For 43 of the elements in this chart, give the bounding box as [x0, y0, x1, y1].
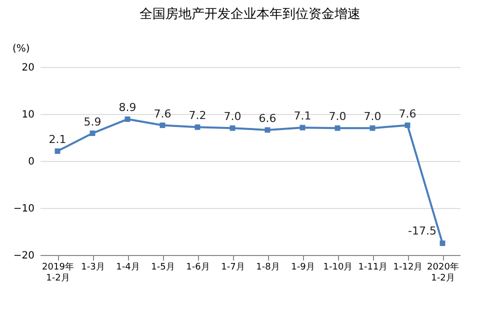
x-tick-label: 1-8月 [256, 262, 280, 272]
x-tick-label: 1-9月 [291, 262, 315, 272]
point [404, 122, 410, 128]
data-label: 7.6 [154, 107, 172, 120]
point [54, 148, 60, 154]
x-tick-label: 1-10月 [323, 262, 353, 272]
x-tick-label: 1-6月 [186, 262, 210, 272]
x-tick-label: 2019年 1-2月 [42, 262, 74, 284]
chart-title: 全国房地产开发企业本年到位资金增速 [140, 6, 360, 22]
x-tick-label: 1-5月 [151, 262, 175, 272]
data-label: 2.1 [48, 133, 66, 146]
point [194, 124, 200, 130]
point [334, 125, 340, 131]
data-label: 8.9 [118, 101, 136, 114]
y-tick-label: 0 [28, 156, 34, 168]
y-tick-label: −20 [13, 250, 34, 262]
data-label: 7.0 [364, 110, 382, 124]
data-label: -17.5 [408, 224, 436, 238]
data-label: 7.1 [294, 110, 312, 123]
y-tick-label: 10 [22, 110, 34, 120]
point [90, 130, 96, 136]
x-tick-label: 1-3月 [81, 262, 105, 272]
x-tick-label: 1-11月 [358, 262, 388, 272]
point [230, 125, 236, 131]
point [160, 122, 166, 128]
x-tick-label: 1-4月 [116, 262, 140, 272]
y-axis-title: (%) [12, 44, 30, 54]
point [440, 240, 446, 246]
data-label: 5.9 [84, 115, 102, 128]
x-tick-label: 2020年 1-2月 [427, 262, 459, 284]
point [264, 127, 270, 133]
point [370, 125, 376, 131]
y-tick-label: 20 [22, 62, 34, 74]
data-label: 7.0 [224, 110, 242, 124]
x-tick-label: 1-7月 [221, 262, 245, 272]
data-label: 7.2 [188, 109, 206, 122]
data-label: 7.6 [398, 107, 416, 120]
y-tick-label: −10 [13, 204, 34, 214]
point [300, 124, 306, 130]
x-tick-label: 1-12月 [393, 262, 423, 272]
data-label: 6.6 [258, 112, 276, 125]
data-label: 7.0 [328, 110, 346, 124]
point [124, 116, 130, 122]
